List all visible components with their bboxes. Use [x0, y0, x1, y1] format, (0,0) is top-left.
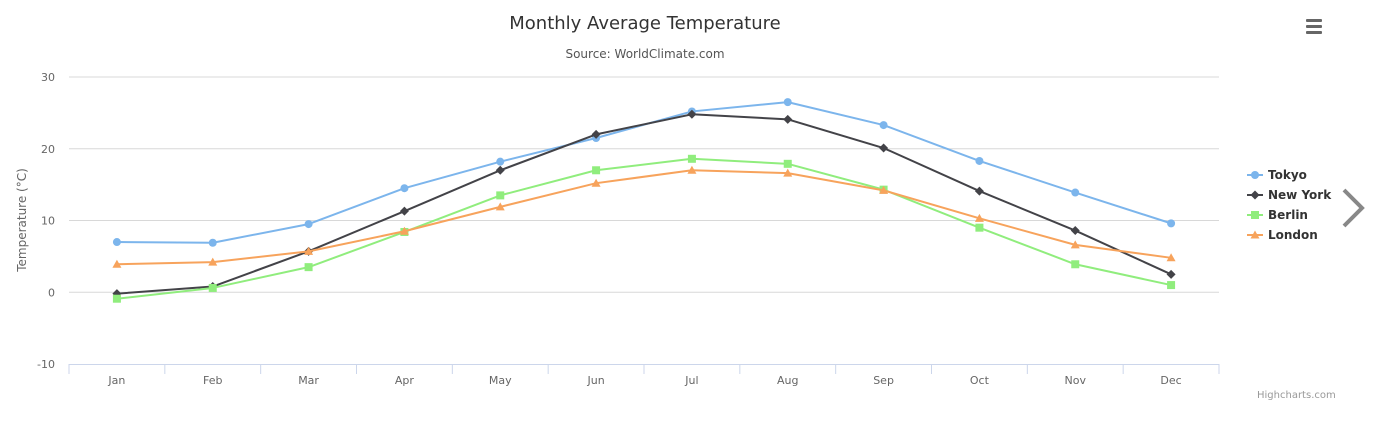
- x-tick-label: Jul: [684, 374, 698, 387]
- data-point: [783, 159, 792, 168]
- data-point: [879, 121, 888, 130]
- series-new-york: [112, 109, 1176, 299]
- legend-item-london[interactable]: London: [1247, 228, 1318, 242]
- legend-symbol: [1250, 190, 1260, 200]
- data-point: [304, 263, 313, 272]
- data-point: [112, 259, 122, 268]
- data-point: [1166, 253, 1176, 262]
- data-point: [974, 186, 984, 196]
- x-tick-label: Jan: [107, 374, 125, 387]
- data-point: [687, 154, 696, 163]
- chart-title: Monthly Average Temperature: [509, 13, 780, 34]
- data-point: [687, 109, 697, 119]
- legend-label: New York: [1268, 188, 1332, 202]
- data-point: [208, 283, 217, 292]
- y-tick-label: 30: [41, 71, 55, 84]
- data-point: [783, 98, 792, 107]
- data-point: [974, 213, 984, 222]
- series-line: [116, 113, 1172, 295]
- legend-symbol: [1251, 211, 1259, 219]
- legend-item-tokyo[interactable]: Tokyo: [1247, 168, 1307, 182]
- data-point: [783, 168, 793, 177]
- grid-lines: [69, 76, 1219, 293]
- data-point: [1070, 240, 1080, 249]
- credits-link[interactable]: Highcharts.com: [1257, 390, 1336, 401]
- data-point: [112, 294, 121, 303]
- data-point: [591, 129, 601, 139]
- data-point: [495, 165, 505, 175]
- chart-subtitle: Source: WorldClimate.com: [565, 47, 724, 61]
- data-point: [975, 156, 984, 165]
- legend-symbol: [1250, 230, 1260, 239]
- data-point: [208, 257, 218, 266]
- x-tick-label: May: [489, 374, 512, 387]
- y-tick-label: 10: [41, 215, 55, 228]
- hamburger-menu-icon[interactable]: [1300, 14, 1328, 40]
- data-point: [400, 184, 409, 193]
- data-point: [304, 246, 314, 255]
- y-tick-label: 20: [41, 143, 55, 156]
- series-line: [116, 157, 1172, 300]
- y-tick-label: 0: [48, 286, 55, 299]
- data-point: [1166, 269, 1176, 279]
- data-point: [783, 114, 793, 124]
- series-lines: [112, 98, 1176, 303]
- series-line: [116, 169, 1172, 266]
- x-tick-label: Sep: [873, 374, 894, 387]
- y-tick-label: -10: [37, 358, 55, 371]
- data-point: [1167, 219, 1176, 228]
- data-point: [399, 206, 409, 216]
- data-point: [591, 178, 601, 187]
- data-point: [208, 238, 217, 247]
- data-point: [975, 223, 984, 232]
- series-tokyo: [112, 98, 1176, 247]
- x-tick-label: Oct: [970, 374, 990, 387]
- legend-label: Tokyo: [1268, 168, 1307, 182]
- data-point: [1167, 281, 1176, 290]
- series-line: [116, 101, 1172, 244]
- legend-label: Berlin: [1268, 208, 1308, 222]
- x-tick-label: Apr: [395, 374, 415, 387]
- legend: Tokyo New York Berlin London: [1247, 168, 1332, 242]
- x-tick-label: Aug: [777, 374, 798, 387]
- x-tick-label: Jun: [586, 374, 604, 387]
- x-axis: Jan Feb Mar Apr May Jun Jul Aug Sep Oct Nov Dec: [68, 364, 1220, 387]
- x-tick-label: Mar: [298, 374, 319, 387]
- series-london: [112, 165, 1176, 268]
- legend-item-new-york[interactable]: New York: [1247, 188, 1332, 202]
- legend-label: London: [1268, 228, 1318, 242]
- data-point: [1071, 188, 1080, 197]
- y-axis-ticks: -10 0 10 20 30: [37, 71, 55, 371]
- x-tick-label: Feb: [203, 374, 222, 387]
- data-point: [495, 202, 505, 211]
- data-point: [879, 143, 889, 153]
- y-axis-title: Temperature (°C): [15, 168, 29, 273]
- data-point: [496, 157, 505, 166]
- data-point: [112, 238, 121, 247]
- data-point: [496, 191, 505, 200]
- data-point: [687, 165, 697, 174]
- chevron-right-icon[interactable]: [1338, 186, 1368, 230]
- data-point: [1071, 260, 1080, 269]
- data-point: [592, 166, 601, 175]
- legend-symbol: [1251, 171, 1259, 179]
- x-tick-label: Dec: [1160, 374, 1181, 387]
- data-point: [399, 226, 409, 235]
- data-point: [1070, 226, 1080, 236]
- x-tick-label: Nov: [1065, 374, 1087, 387]
- legend-item-berlin[interactable]: Berlin: [1247, 208, 1308, 222]
- data-point: [304, 220, 313, 229]
- data-point: [879, 185, 889, 194]
